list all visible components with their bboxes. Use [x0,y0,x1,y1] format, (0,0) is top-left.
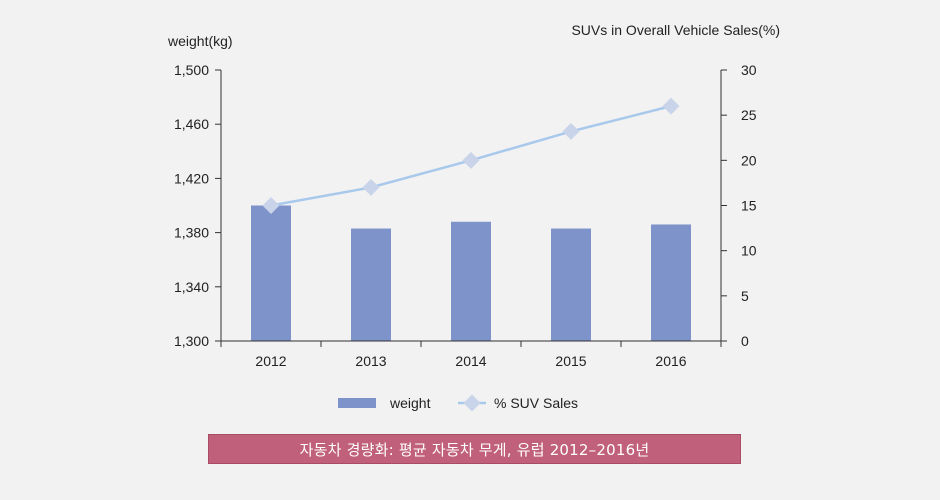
right-tick-label: 20 [741,152,757,168]
x-tick-label-2015: 2015 [555,353,586,369]
legend-weight-swatch [338,398,376,408]
caption-banner: 자동차 경량화: 평균 자동차 무게, 유럽 2012–2016년 [208,434,741,464]
left-tick-label: 1,420 [174,170,209,186]
right-tick-label: 15 [741,198,757,214]
left-tick-label: 1,380 [174,225,209,241]
legend-suv-marker [463,394,481,412]
weight-bars [251,205,691,341]
x-tick-label-2013: 2013 [355,353,386,369]
bar-2015 [551,228,591,341]
x-tick-label-2016: 2016 [655,353,686,369]
left-tick-label: 1,460 [174,116,209,132]
left-tick-label: 1,500 [174,62,209,78]
axis-labels: weight(kg) SUVs in Overall Vehicle Sales… [167,22,780,49]
suv-marker-2015 [562,122,580,140]
legend-weight-label: weight [389,395,431,411]
left-tick-label: 1,340 [174,279,209,295]
bar-2016 [651,224,691,341]
right-tick-label: 25 [741,107,757,123]
suv-marker-2016 [662,97,680,115]
left-tick-label: 1,300 [174,333,209,349]
suv-sales-line [262,97,680,214]
legend-suv-label: % SUV Sales [494,395,578,411]
right-tick-label: 30 [741,62,757,78]
x-tick-label-2012: 2012 [255,353,286,369]
suv-marker-2014 [462,151,480,169]
legend: weight % SUV Sales [338,394,578,412]
suv-marker-2013 [362,178,380,196]
right-tick-label: 0 [741,333,749,349]
left-axis-title: weight(kg) [167,33,233,49]
right-axis-title: SUVs in Overall Vehicle Sales(%) [571,22,780,38]
bar-2013 [351,228,391,341]
bar-2014 [451,221,491,341]
bar-2012 [251,205,291,341]
combo-chart: 1,300 1,340 1,380 1,420 1,460 1,500 0 5 10 15 20 25… [167,22,780,412]
x-tick-label-2014: 2014 [455,353,486,369]
suv-marker-2012 [262,197,280,214]
right-tick-label: 5 [741,288,749,304]
axes: 1,300 1,340 1,380 1,420 1,460 1,500 0 5 10 15 20 25… [174,62,757,369]
right-tick-label: 10 [741,243,757,259]
